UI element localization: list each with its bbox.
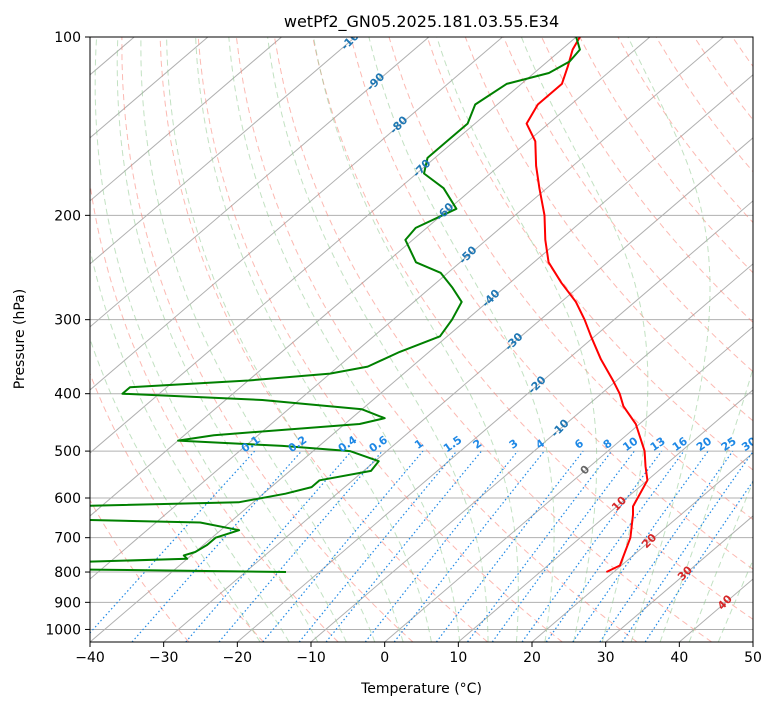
dry-adiabat <box>275 37 712 642</box>
moist-adiabat <box>689 37 775 642</box>
isotherm-line <box>753 37 775 642</box>
mixing-ratio-label: 36 <box>760 434 775 454</box>
x-tick-label: 20 <box>523 650 541 666</box>
moist-adiabat <box>268 37 488 642</box>
dry-adiabat <box>694 37 775 642</box>
isotherm-line <box>0 37 576 642</box>
dry-adiabat <box>771 37 775 642</box>
moist-adiabat <box>521 37 647 642</box>
moist-adiabat <box>628 37 710 642</box>
dry-adiabat <box>160 37 488 642</box>
moist-adiabat <box>718 37 775 642</box>
x-tick-label: −40 <box>75 650 105 666</box>
isotherm-line <box>0 37 355 642</box>
mixing-ratio-line <box>522 451 662 642</box>
dry-adiabat <box>618 37 775 642</box>
mixing-ratio-line <box>82 451 255 642</box>
y-tick-label: 500 <box>54 444 81 460</box>
dry-adiabat <box>542 37 775 642</box>
mixing-ratio-line <box>394 451 544 642</box>
x-tick-label: 0 <box>380 650 389 666</box>
y-tick-label: 100 <box>54 30 81 46</box>
x-axis-label: Temperature (°C) <box>360 681 482 697</box>
isotherm-line <box>0 37 650 642</box>
y-axis-label: Pressure (hPa) <box>12 289 28 389</box>
y-tick-label: 400 <box>54 387 81 403</box>
y-tick-label: 1000 <box>45 622 81 638</box>
isotherm-line <box>606 37 775 642</box>
isotherm-line <box>0 37 503 642</box>
dry-adiabat <box>0 37 189 642</box>
mixing-ratio-line <box>263 451 423 642</box>
dry-adiabat <box>42 37 264 642</box>
chart-title: wetPf2_GN05.2025.181.03.55.E34 <box>284 12 559 32</box>
mixing-ratio-line <box>365 451 517 642</box>
mixing-ratio-line <box>132 451 302 642</box>
x-tick-label: −20 <box>223 650 253 666</box>
mixing-ratio-label: 1.5 <box>441 433 464 455</box>
plot-frame <box>90 37 753 642</box>
moist-adiabat <box>167 37 404 642</box>
isotherm-line <box>0 37 61 642</box>
moist-adiabat <box>117 37 346 642</box>
mixing-ratio-line <box>492 451 634 642</box>
x-tick-label: 40 <box>670 650 688 666</box>
dry-adiabat <box>656 37 775 642</box>
mixing-ratio-line <box>622 451 753 642</box>
x-tick-label: −10 <box>296 650 326 666</box>
mixing-ratio-label: 3 <box>507 437 521 452</box>
y-tick-label: 900 <box>54 595 81 611</box>
isotherm-line <box>16 37 723 642</box>
x-tick-label: −30 <box>149 650 179 666</box>
mixing-ratio-line <box>645 451 774 642</box>
mixing-ratio-label: 1 <box>412 437 426 452</box>
x-tick-label: 10 <box>449 650 467 666</box>
y-tick-label: 200 <box>54 208 81 224</box>
mixing-ratio-line <box>219 451 382 642</box>
moist-adiabat <box>74 37 289 642</box>
x-tick-label: 50 <box>744 650 762 666</box>
isotherm-line <box>679 37 775 642</box>
mixing-ratio-label: 0.6 <box>367 433 391 455</box>
y-tick-label: 700 <box>54 531 81 547</box>
x-tick-label: 30 <box>597 650 615 666</box>
mixing-ratio-line <box>546 451 684 642</box>
moist-adiabat <box>54 37 260 642</box>
y-tick-label: 300 <box>54 313 81 329</box>
mixing-ratio-label: 6 <box>572 436 586 451</box>
isotherm-line <box>0 37 282 642</box>
y-tick-label: 800 <box>54 565 81 581</box>
moist-adiabat <box>95 37 318 642</box>
mixing-ratio-label: 0.1 <box>239 433 262 455</box>
isotherm-line <box>0 37 208 642</box>
y-tick-label: 600 <box>54 491 81 507</box>
dry-adiabat <box>580 37 775 642</box>
isotherm-line <box>0 37 429 642</box>
mixing-ratio-label: 8 <box>601 437 615 452</box>
mixing-ratio-line <box>468 451 612 642</box>
